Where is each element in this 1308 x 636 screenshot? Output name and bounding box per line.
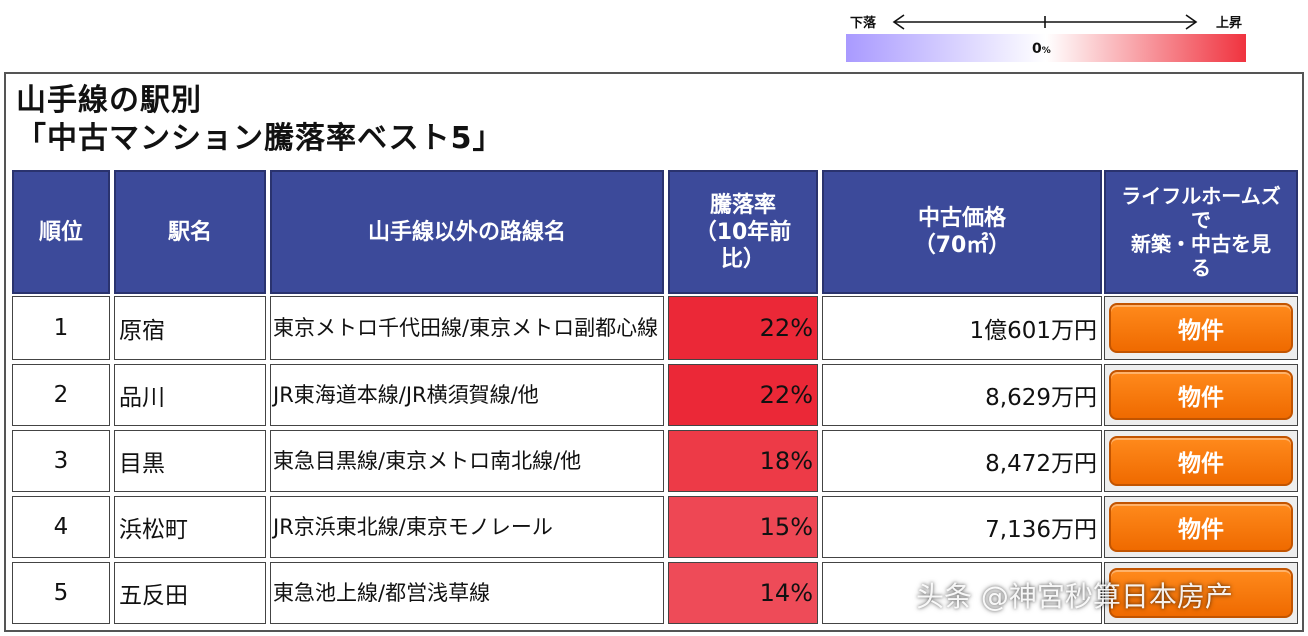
row2-price: 8,629万円	[822, 364, 1102, 426]
row5-property-button[interactable]	[1109, 568, 1293, 618]
row5-button-cell	[1104, 562, 1298, 624]
row4-station: 浜松町	[114, 496, 266, 558]
row3-price: 8,472万円	[822, 430, 1102, 492]
row5-rank: 5	[12, 562, 110, 624]
row2-button-cell: 物件	[1104, 364, 1298, 426]
row2-property-button[interactable]: 物件	[1109, 370, 1293, 420]
ranking-panel: 山手線の駅別 「中古マンション騰落率ベスト5」 順位 駅名 山手線以外の路線名 …	[4, 72, 1304, 632]
header-station: 駅名	[114, 170, 266, 294]
row4-button-cell: 物件	[1104, 496, 1298, 558]
title-line-1: 山手線の駅別	[16, 83, 202, 118]
row4-routes: JR京浜東北線/東京モノレール	[270, 496, 664, 558]
header-rate: 騰落率 （10年前 比）	[668, 170, 818, 294]
row5-rate: 14%	[668, 562, 818, 624]
row4-property-button[interactable]: 物件	[1109, 502, 1293, 552]
row3-station: 目黒	[114, 430, 266, 492]
legend-up-label: 上昇	[1215, 16, 1242, 31]
row3-rank: 3	[12, 430, 110, 492]
row3-routes: 東急目黒線/東京メトロ南北線/他	[270, 430, 664, 492]
row1-station: 原宿	[114, 296, 266, 360]
page-title: 山手線の駅別 「中古マンション騰落率ベスト5」	[16, 82, 503, 158]
row5-station: 五反田	[114, 562, 266, 624]
row4-rate: 15%	[668, 496, 818, 558]
row1-rate: 22%	[668, 296, 818, 360]
legend-double-arrow-icon	[892, 14, 1198, 30]
legend-down-label: 下落	[850, 16, 877, 31]
row3-property-button[interactable]: 物件	[1109, 436, 1293, 486]
title-line-2: 「中古マンション騰落率ベスト5」	[16, 121, 504, 156]
rate-color-legend: 下落 上昇 0%	[846, 8, 1246, 64]
legend-zero-label: 0%	[1032, 41, 1051, 57]
row3-button-cell: 物件	[1104, 430, 1298, 492]
legend-gradient-bar	[846, 34, 1246, 62]
row1-property-button[interactable]: 物件	[1109, 303, 1293, 353]
header-routes: 山手線以外の路線名	[270, 170, 664, 294]
row1-rank: 1	[12, 296, 110, 360]
row5-routes: 東急池上線/都営浅草線	[270, 562, 664, 624]
row2-routes: JR東海道本線/JR横須賀線/他	[270, 364, 664, 426]
row2-rate: 22%	[668, 364, 818, 426]
row2-rank: 2	[12, 364, 110, 426]
watermark-text: 头条 @神宮秒算日本房产	[916, 580, 1233, 613]
row2-station: 品川	[114, 364, 266, 426]
header-price: 中古価格 （70㎡）	[822, 170, 1102, 294]
row1-price: 1億601万円	[822, 296, 1102, 360]
header-lifull-link: ライフルホームズ で 新築・中古を見 る	[1104, 170, 1298, 294]
row1-routes: 東京メトロ千代田線/東京メトロ副都心線	[270, 296, 664, 360]
row3-rate: 18%	[668, 430, 818, 492]
row4-rank: 4	[12, 496, 110, 558]
row4-price: 7,136万円	[822, 496, 1102, 558]
row1-button-cell: 物件	[1104, 296, 1298, 360]
header-rank: 順位	[12, 170, 110, 294]
row5-price	[822, 562, 1102, 624]
